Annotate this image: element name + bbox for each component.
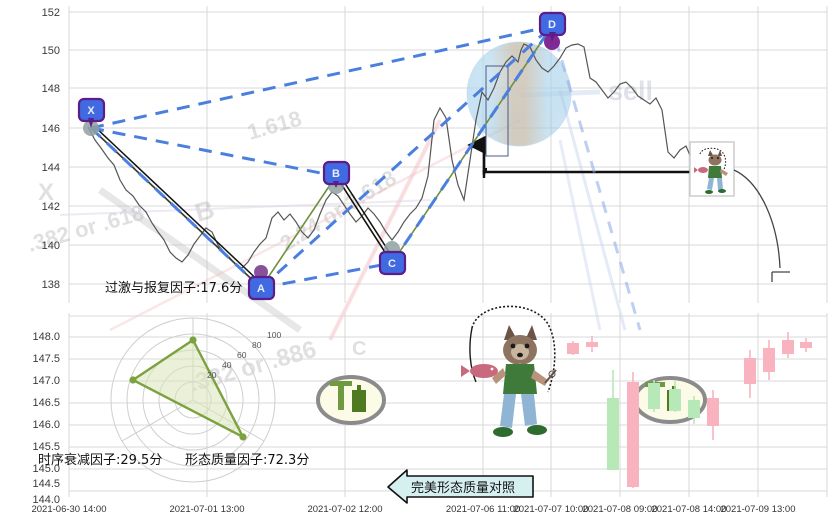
candle [607, 370, 619, 470]
lower-yaxis: 148.0 147.5 147.0 146.5 146.0 145.5 145.… [32, 331, 60, 506]
ideal-candle-highlight [316, 375, 386, 425]
ytick-145-5: 145.5 [32, 441, 60, 453]
radar-ring-label-20: 20 [207, 370, 217, 380]
xtick-0: 2021-06-30 14:00 [31, 504, 106, 515]
candle [707, 390, 719, 440]
ytick-146: 146 [42, 123, 60, 135]
xtick-2: 2021-07-02 12:00 [307, 504, 382, 515]
xtick-5: 2021-07-08 09:00 [582, 504, 657, 515]
perfect-shape-comparison-callout[interactable]: 完美形态质量对照 [387, 469, 534, 504]
ytick-152: 152 [42, 7, 60, 19]
pattern-point-d[interactable]: D [538, 11, 567, 50]
candle [669, 381, 681, 412]
ytick-140: 140 [42, 240, 60, 252]
xtick-7: 2021-07-09 13:00 [720, 504, 795, 515]
pattern-point-c-label: C [388, 258, 396, 270]
candle [782, 332, 794, 358]
ytick-148: 148 [42, 83, 60, 95]
candle [627, 372, 639, 488]
pattern-point-d-label: D [548, 19, 556, 31]
time-decay-factor-label: 时序衰减因子:29.5分 [38, 452, 162, 468]
callout-text: 完美形态质量对照 [411, 481, 515, 496]
ytick-148-0: 148.0 [32, 331, 60, 343]
measure-bracket [467, 65, 722, 178]
ytick-142: 142 [42, 201, 60, 213]
candle [688, 396, 700, 424]
xtick-6: 2021-07-08 14:00 [651, 504, 726, 515]
svg-text:C: C [352, 338, 366, 360]
pattern-point-c[interactable]: C [378, 241, 407, 276]
xtick-3: 2021-07-06 11:00 [446, 504, 520, 515]
price-line-series [87, 43, 717, 269]
blue-dashed-projections [89, 24, 642, 331]
ytick-138: 138 [42, 279, 60, 291]
candle [763, 340, 775, 380]
candle [648, 380, 660, 412]
overreaction-factor-label: 过激与报复因子:17.6分 [105, 281, 242, 296]
radar-ring-label-100: 100 [267, 330, 281, 340]
radar-ring-label-80: 80 [252, 340, 262, 350]
xaxis-ticks: 2021-06-30 14:00 2021-07-01 13:00 2021-0… [31, 504, 795, 515]
upper-yaxis: 152 150 148 146 144 142 140 138 [42, 7, 60, 291]
radar-ring-label-40: 40 [222, 360, 232, 370]
ytick-144-5: 144.5 [32, 478, 60, 490]
shape-quality-factor-label: 形态质量因子:72.3分 [185, 453, 309, 468]
candlestick-series [567, 332, 812, 488]
pattern-point-b[interactable]: B [322, 160, 351, 194]
xtick-1: 2021-07-01 13:00 [169, 504, 244, 515]
ytick-145-0: 145.0 [32, 463, 60, 475]
pattern-point-a-label: A [257, 283, 265, 295]
ytick-147-5: 147.5 [32, 353, 60, 365]
fish-icon [461, 364, 498, 378]
ytick-147-0: 147.0 [32, 375, 60, 387]
ytick-146-5: 146.5 [32, 397, 60, 409]
ytick-150: 150 [42, 45, 60, 57]
candle [744, 350, 756, 398]
candle [567, 341, 579, 355]
candle [800, 338, 812, 352]
candle [586, 336, 598, 352]
pattern-point-x-label: X [87, 105, 95, 117]
ytick-144: 144 [42, 162, 60, 174]
radar-ring-label-60: 60 [237, 350, 247, 360]
dog-mascot-small-boxed [689, 141, 790, 282]
svg-text:X: X [38, 179, 54, 206]
xtick-4: 2021-07-07 10:00 [513, 504, 588, 515]
dog-mascot-large [461, 305, 557, 437]
ytick-146-0: 146.0 [32, 419, 60, 431]
pattern-point-x[interactable]: X [77, 97, 106, 136]
pattern-point-b-label: B [332, 168, 340, 180]
ytick-144-0: 144.0 [32, 494, 60, 506]
pattern-point-a[interactable]: A [247, 265, 276, 301]
quality-radar-chart: 20 40 60 80 100 [110, 317, 281, 483]
